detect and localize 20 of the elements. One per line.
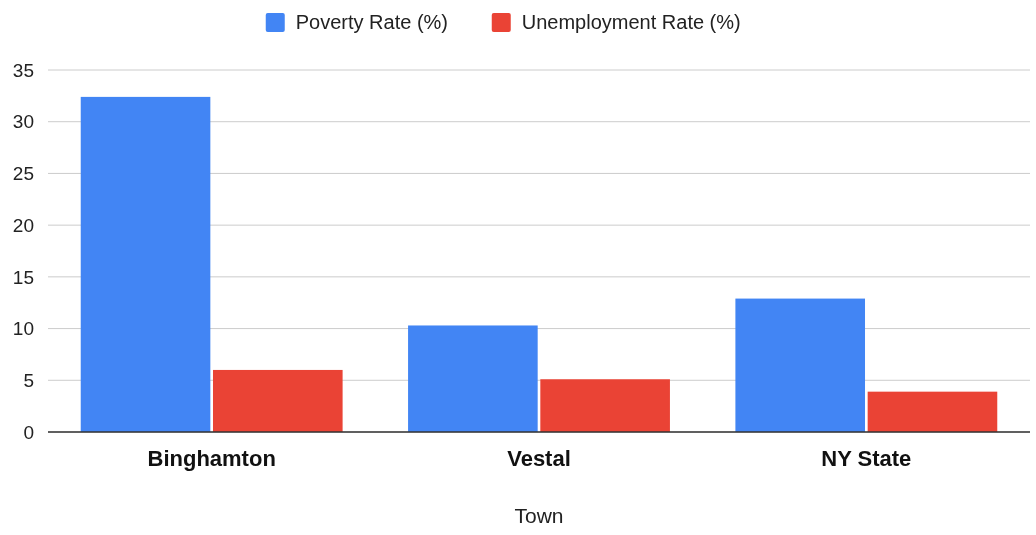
bar xyxy=(867,391,998,432)
y-tick-label: 35 xyxy=(12,59,34,81)
x-tick-label: Binghamton xyxy=(147,446,276,471)
y-tick-label: 20 xyxy=(12,214,34,236)
x-tick-label: NY State xyxy=(821,446,912,471)
y-tick-label: 0 xyxy=(23,421,34,443)
y-tick-label: 30 xyxy=(12,111,34,133)
bar xyxy=(212,369,343,432)
legend-label: Unemployment Rate (%) xyxy=(521,11,741,33)
y-tick-label: 10 xyxy=(12,318,34,340)
bar xyxy=(540,379,670,432)
y-tick-label: 5 xyxy=(23,369,34,391)
bar xyxy=(408,325,538,432)
legend-label: Poverty Rate (%) xyxy=(295,11,449,33)
y-tick-label: 25 xyxy=(12,163,34,185)
x-axis-title: Town xyxy=(514,504,564,527)
bar xyxy=(80,96,211,432)
bar xyxy=(735,298,866,432)
y-tick-label: 15 xyxy=(12,266,34,288)
x-tick-label: Vestal xyxy=(507,446,571,471)
